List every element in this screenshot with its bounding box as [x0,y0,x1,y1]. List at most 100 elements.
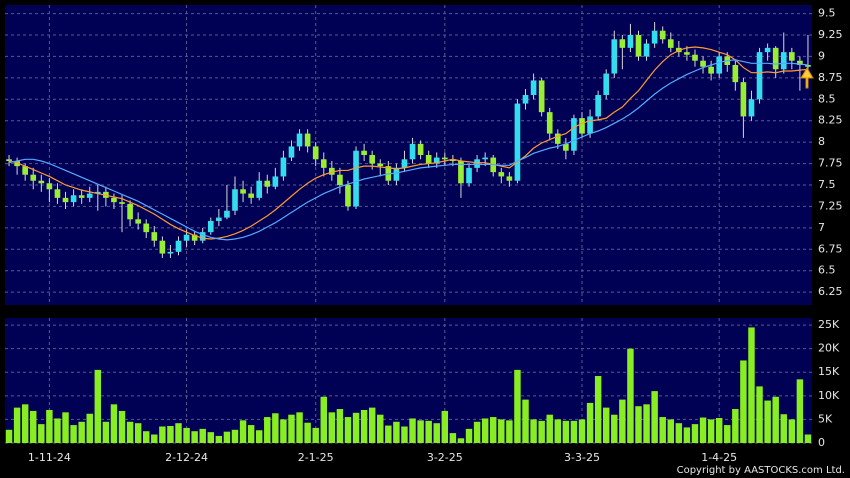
volume-bar [635,406,642,443]
candle-body [159,240,166,254]
volume-bar [465,428,473,443]
y-tick-label: 7 [818,221,825,234]
volume-bar [54,418,61,443]
candle-body [224,210,230,218]
candle-body [466,167,472,184]
candle-body [667,39,674,48]
candle-body [627,35,634,48]
candle-body [805,65,811,67]
volume-bar [94,369,102,443]
candle-body [417,143,424,155]
x-tick-label: 3-2-25 [427,451,463,464]
candle-body [530,80,537,95]
candle-body [797,60,803,65]
candle-body [175,240,182,252]
candle-body [563,143,569,151]
candle-body [135,219,141,224]
candle-body [659,30,666,40]
candle-body [46,183,53,190]
y-tick-label: 7.5 [818,178,836,191]
volume-bar [780,414,787,443]
volume-bar [546,414,553,443]
candle-body [361,150,367,155]
candle-body [789,52,795,61]
volume-bar [255,430,263,443]
candle-body [337,174,343,185]
volume-bar [239,420,247,443]
y-tick-label: 20K [818,342,840,355]
candle-body [433,157,440,164]
volume-bar [602,407,610,443]
candle-body [143,223,150,233]
candle-body [498,172,505,177]
volume-bar [231,429,239,443]
volume-bar [643,404,650,443]
candle-body [764,47,771,53]
y-tick-label: 8.5 [818,92,836,105]
volume-bar [336,409,344,443]
volume-bar [715,418,723,443]
y-tick-label: 9.5 [818,7,836,20]
candle-body [756,52,763,100]
candle-body [651,30,658,44]
candle-body [199,232,206,241]
volume-bar [328,412,336,443]
volume-bar [619,399,626,443]
volume-bar [449,433,457,443]
volume-bar [409,418,416,443]
volume-bar [724,425,731,443]
last-price-arrow [800,67,814,89]
candle-body [579,118,585,134]
volume-bar [304,422,311,443]
candle-body [111,197,117,203]
volume-bar [554,419,562,443]
volume-bar [62,412,69,443]
volume-bar [457,438,465,443]
candle-body [514,103,521,181]
candle-body [272,176,279,187]
candle-body [740,82,747,117]
volume-bar [538,420,545,443]
volume-bar [756,386,763,443]
y-tick-label: 15K [818,365,840,378]
candle-body [522,95,529,104]
candle-body [458,161,464,184]
candle-body [684,52,690,55]
volume-bar [530,419,537,443]
price-panel [5,5,812,305]
candle-body [22,166,28,175]
candle-body [708,66,714,74]
y-tick-label: 8 [818,135,825,148]
volume-bar [611,414,618,443]
volume-bar [151,434,158,443]
y-tick-label: 10K [818,389,840,402]
volume-bar [215,435,223,443]
candle-body [94,191,101,194]
volume-bar [78,421,85,443]
candle-body [14,161,20,167]
volume-bar [683,427,691,443]
volume-bar [594,376,602,443]
y-tick-label: 25K [818,318,840,331]
volume-bar [586,402,594,443]
candle-body [183,234,190,241]
volume-bar [425,420,432,443]
candle-body [119,202,125,204]
candle-body [635,35,642,57]
volume-bar [506,420,513,443]
candle-body [70,195,77,203]
volume-bar [70,425,77,443]
y-tick-label: 5K [818,412,833,425]
volume-bar [498,419,505,443]
volume-bar [86,413,93,443]
candle-body [603,73,610,95]
candle-body [232,189,238,211]
candle-body [288,146,295,158]
y-tick-label: 6.75 [818,242,843,255]
candle-body [304,133,311,147]
candle-body [441,157,448,160]
volume-bar [46,409,53,443]
candle-body [474,159,480,168]
candle-body [216,217,222,221]
